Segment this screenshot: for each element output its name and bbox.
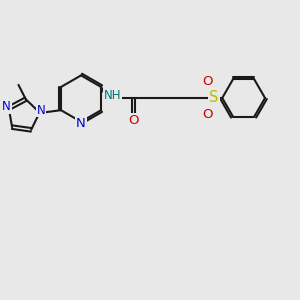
Text: O: O (203, 75, 213, 88)
Text: N: N (76, 117, 86, 130)
Text: NH: NH (103, 89, 121, 102)
Text: O: O (128, 114, 139, 127)
Text: N: N (2, 100, 11, 113)
Text: O: O (203, 108, 213, 121)
Text: N: N (37, 104, 45, 117)
Text: S: S (209, 91, 219, 106)
